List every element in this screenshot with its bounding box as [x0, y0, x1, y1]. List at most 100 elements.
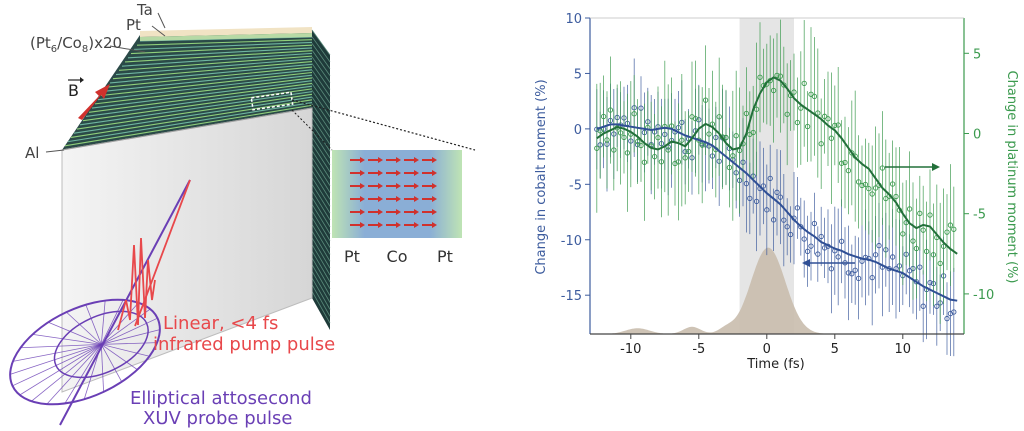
data-point	[774, 189, 780, 195]
data-point	[930, 252, 937, 258]
data-point	[855, 275, 862, 282]
data-point	[750, 129, 756, 136]
b-field-arrow	[78, 84, 110, 120]
data-point	[917, 264, 923, 270]
data-point	[770, 87, 777, 94]
data-point	[794, 205, 801, 211]
data-point	[872, 252, 879, 258]
label-stack: (Pt6/Co8)x20	[30, 34, 122, 55]
y-right-tick-label: -10	[973, 288, 994, 303]
data-point	[937, 260, 943, 267]
data-point	[900, 231, 906, 237]
data-point	[951, 309, 957, 315]
data-point	[781, 217, 787, 223]
data-point	[753, 198, 760, 205]
data-point	[784, 224, 790, 230]
data-point	[631, 111, 637, 117]
data-point	[920, 227, 926, 233]
y-axis-label-left: Change in cobalt moment (%)	[534, 79, 549, 274]
data-point	[726, 164, 733, 171]
smoothed-series	[596, 76, 958, 302]
platinum-axis-arrow	[885, 163, 940, 171]
data-point	[832, 122, 838, 129]
y-left-tick-label: 0	[574, 123, 582, 138]
data-point	[617, 130, 624, 136]
x-tick-label: 10	[895, 342, 912, 357]
data-point	[757, 74, 763, 80]
data-point	[879, 165, 886, 171]
data-point	[706, 131, 712, 137]
data-point	[774, 72, 780, 79]
data-point	[842, 159, 848, 166]
data-point	[951, 226, 957, 232]
data-point	[801, 80, 807, 87]
xuv-probe-ellipse	[9, 298, 161, 406]
data-point	[685, 148, 692, 155]
data-point	[866, 186, 872, 192]
data-point	[733, 133, 739, 139]
cobalt-axis-arrow	[802, 259, 855, 267]
data-point	[855, 179, 862, 185]
x-tick-label: -5	[692, 342, 705, 357]
data-point	[808, 243, 814, 249]
data-point	[743, 180, 750, 187]
data-point	[600, 113, 607, 120]
data-point	[764, 207, 770, 213]
data-point	[838, 160, 845, 166]
data-point	[770, 217, 777, 223]
data-point	[651, 154, 658, 160]
label-al: Al	[25, 144, 39, 162]
y-left-tick-label: -5	[569, 178, 582, 193]
pulse-profile	[590, 247, 964, 334]
data-point	[787, 231, 794, 238]
data-point	[859, 182, 865, 189]
data-point	[944, 315, 950, 322]
data-points	[594, 19, 957, 357]
multilayer-stripes	[64, 36, 313, 147]
data-point	[835, 254, 841, 260]
data-point	[815, 251, 821, 257]
data-point	[906, 206, 913, 212]
data-point	[753, 106, 760, 112]
data-point	[849, 271, 855, 277]
data-point	[716, 114, 722, 120]
data-point	[624, 150, 631, 156]
chart-axes	[589, 17, 965, 335]
data-point	[641, 159, 648, 165]
data-point	[862, 181, 869, 188]
data-point	[760, 183, 767, 189]
data-point	[872, 185, 879, 191]
data-point	[747, 195, 753, 202]
cobalt-series-line	[596, 123, 958, 302]
data-point	[893, 193, 899, 200]
x-tick-label: 0	[763, 342, 771, 357]
data-point	[821, 113, 828, 119]
data-point	[815, 110, 821, 116]
data-point	[801, 236, 807, 242]
data-point	[638, 142, 644, 149]
data-point	[743, 110, 750, 117]
y-left-tick-label: -10	[561, 234, 582, 249]
data-point	[682, 155, 688, 161]
data-point	[940, 243, 947, 249]
data-point	[818, 233, 824, 240]
data-point	[730, 153, 736, 159]
x-tick-label: 5	[831, 342, 839, 357]
pt-top-layer	[140, 33, 312, 41]
inset-label-pt-left: Pt	[344, 247, 360, 266]
y-left-tick-label: 5	[574, 67, 582, 82]
ir-pump-waveform	[117, 237, 156, 331]
inset-spin-arrows	[350, 157, 437, 228]
data-point	[917, 210, 923, 216]
data-point	[927, 212, 933, 218]
data-point	[777, 194, 784, 200]
data-point	[913, 245, 920, 252]
data-point	[604, 137, 610, 143]
chart-ticks: -10 -5 0 5 10 10 5 0 -5 -10 -15 5 0 -5 -10	[561, 12, 994, 357]
data-point	[798, 105, 804, 111]
data-point	[927, 279, 933, 286]
data-point	[910, 238, 916, 244]
data-point	[947, 222, 954, 228]
data-point	[889, 181, 896, 187]
